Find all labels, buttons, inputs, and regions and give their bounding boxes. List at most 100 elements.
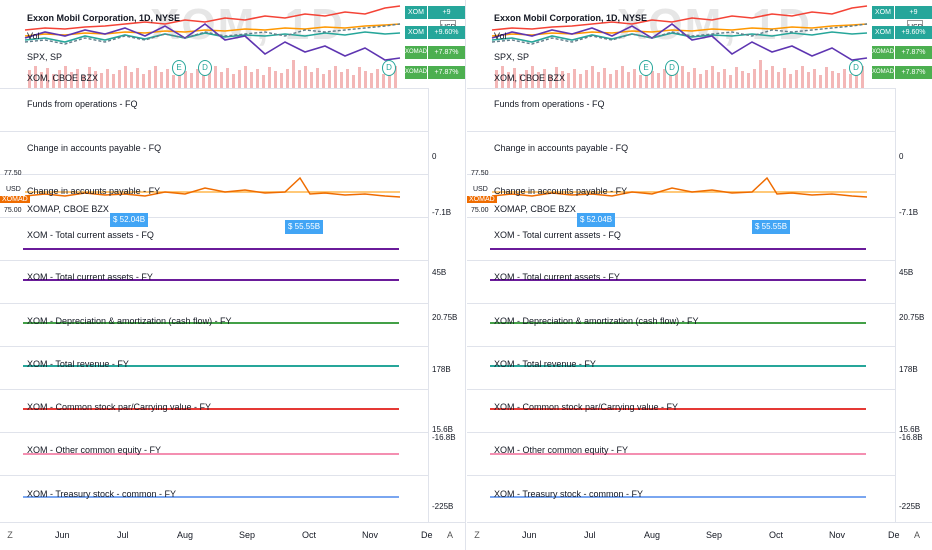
legend-vol[interactable]: Vol <box>494 31 507 41</box>
xom-badge: XOM <box>405 26 427 39</box>
treasury-stock-pane[interactable]: XOM - Treasury stock - common - FY <box>0 475 428 523</box>
ffo-pane[interactable]: Funds from operations - FQ <box>467 88 895 132</box>
mini-scale: 75.00 <box>471 207 489 214</box>
month-label: Sep <box>239 530 256 540</box>
month-label: Nov <box>829 530 846 540</box>
other-equity-pane[interactable]: XOM - Other common equity - FY <box>467 432 895 476</box>
xom-badge: XOM <box>872 26 894 39</box>
mini-scale: XOMAD <box>467 196 497 203</box>
teal-line <box>491 31 868 43</box>
legend-xom-bzx[interactable]: XOM, CBOE BZX <box>494 73 566 83</box>
chart-panel-left[interactable]: XOM, 1D <box>0 0 466 550</box>
ffo-pane[interactable]: Funds from operations - FQ <box>0 88 428 132</box>
xom-badge: XOM <box>405 6 427 19</box>
earnings-event-icon[interactable]: E <box>172 60 186 76</box>
dividend-event-icon[interactable]: D <box>665 60 679 76</box>
legend-xom-bzx[interactable]: XOM, CBOE BZX <box>27 73 99 83</box>
indicator-label: XOM - Common stock par/Carrying value - … <box>27 402 212 412</box>
cap-fy-chart <box>491 176 868 198</box>
indicator-label: XOM - Treasury stock - common - FY <box>27 489 177 499</box>
total-current-assets-fq-pane[interactable]: XOM - Total current assets - FQ <box>467 217 895 261</box>
common-stock-pane[interactable]: XOM - Common stock par/Carrying value - … <box>0 389 428 433</box>
price-scale[interactable] <box>895 88 932 522</box>
legend-spx[interactable]: SPX, SP <box>27 52 63 62</box>
xom-change: +9 <box>895 6 932 19</box>
indicator-line <box>490 453 866 455</box>
xomad-badge: XOMAD <box>872 46 894 59</box>
indicator-label: XOM - Total current assets - FY <box>27 272 153 282</box>
pane-title: XOMAP, CBOE BZX <box>494 204 576 214</box>
chart-panel-right[interactable]: XOM, 1D <box>467 0 932 550</box>
gray-line <box>24 23 401 45</box>
purple-line <box>24 23 401 61</box>
legend-spx[interactable]: SPX, SP <box>494 52 530 62</box>
xomad-change: +7.87% <box>428 66 465 79</box>
indicator-label: XOM - Total revenue - FY <box>494 359 596 369</box>
total-revenue-pane[interactable]: XOM - Total revenue - FY <box>0 346 428 390</box>
xomad-badge: XOMAD <box>872 66 894 79</box>
total-current-assets-fq-pane[interactable]: XOM - Total current assets - FQ <box>0 217 428 261</box>
dividend-event-icon[interactable]: D <box>382 60 396 76</box>
volume-bars <box>495 60 864 88</box>
scale-tick: 178B <box>432 365 451 374</box>
month-label: Aug <box>644 530 661 540</box>
main-title: Exxon Mobil Corporation, 1D, NYSE <box>494 13 648 23</box>
cap-fy-pane[interactable]: Change in accounts payable - FY XOMAP, C… <box>467 174 895 218</box>
auto-scale-button[interactable]: A <box>446 530 453 540</box>
earnings-event-icon[interactable]: E <box>639 60 653 76</box>
spx-line <box>24 5 401 31</box>
mini-scale: 77.50 <box>471 170 489 177</box>
cap-fy-chart <box>24 176 401 198</box>
mini-scale: 75.00 <box>4 207 22 214</box>
mini-scale: USD <box>473 186 488 193</box>
other-equity-pane[interactable]: XOM - Other common equity - FY <box>0 432 428 476</box>
cap-fq-pane[interactable]: Change in accounts payable - FQ <box>467 131 895 175</box>
month-label: Jun <box>522 530 537 540</box>
time-axis[interactable]: Z Jun Jul Aug Sep Oct Nov De A <box>0 522 465 550</box>
price-pane[interactable]: XOM, 1D <box>0 0 428 89</box>
treasury-stock-pane[interactable]: XOM - Treasury stock - common - FY <box>467 475 895 523</box>
month-label: Jul <box>117 530 129 540</box>
indicator-line <box>490 365 866 367</box>
legend-vol[interactable]: Vol <box>27 31 40 41</box>
zoom-button[interactable]: Z <box>474 530 480 540</box>
common-stock-pane[interactable]: XOM - Common stock par/Carrying value - … <box>467 389 895 433</box>
cap-fq-pane[interactable]: Change in accounts payable - FQ <box>0 131 428 175</box>
scale-tick: -225B <box>899 502 921 511</box>
dividend-event-icon[interactable]: D <box>198 60 212 76</box>
scale-tick: 45B <box>899 268 914 277</box>
symbol-watermark: XOM, 1D <box>150 0 345 49</box>
price-scale[interactable] <box>428 88 465 522</box>
mini-scale: XOMAD <box>0 196 30 203</box>
month-label: De <box>888 530 900 540</box>
xom-change: +9 <box>428 6 465 19</box>
auto-scale-button[interactable]: A <box>913 530 920 540</box>
scale-tick: 20.75B <box>899 313 925 322</box>
dividend-event-icon[interactable]: D <box>849 60 863 76</box>
total-revenue-pane[interactable]: XOM - Total revenue - FY <box>467 346 895 390</box>
indicator-line <box>23 248 399 250</box>
indicator-line <box>23 279 399 281</box>
volume-bars <box>28 60 397 88</box>
spx-line <box>491 5 868 31</box>
zoom-button[interactable]: Z <box>7 530 13 540</box>
scale-tick: 45B <box>432 268 447 277</box>
indicator-label: XOM - Treasury stock - common - FY <box>494 489 644 499</box>
total-current-assets-fy-pane[interactable]: XOM - Total current assets - FY <box>467 260 895 304</box>
time-axis[interactable]: Z Jun Jul Aug Sep Oct Nov De A <box>467 522 932 550</box>
indicator-line <box>23 496 399 498</box>
indicator-label: XOM - Depreciation & amortization (cash … <box>494 316 699 326</box>
depreciation-pane[interactable]: XOM - Depreciation & amortization (cash … <box>0 303 428 347</box>
cap-fy-pane[interactable]: Change in accounts payable - FY XOMAP, C… <box>0 174 428 218</box>
xom-change: +9.60% <box>895 26 932 39</box>
indicator-line <box>490 322 866 324</box>
depreciation-pane[interactable]: XOM - Depreciation & amortization (cash … <box>467 303 895 347</box>
price-pane[interactable]: XOM, 1D <box>467 0 895 89</box>
pane-title: Funds from operations - FQ <box>494 99 605 109</box>
scale-tick: -225B <box>432 502 454 511</box>
scale-tick: 20.75B <box>432 313 458 322</box>
scale-tick: 0 <box>432 152 437 161</box>
month-label: Aug <box>177 530 194 540</box>
price-chart <box>24 5 401 88</box>
total-current-assets-fy-pane[interactable]: XOM - Total current assets - FY <box>0 260 428 304</box>
